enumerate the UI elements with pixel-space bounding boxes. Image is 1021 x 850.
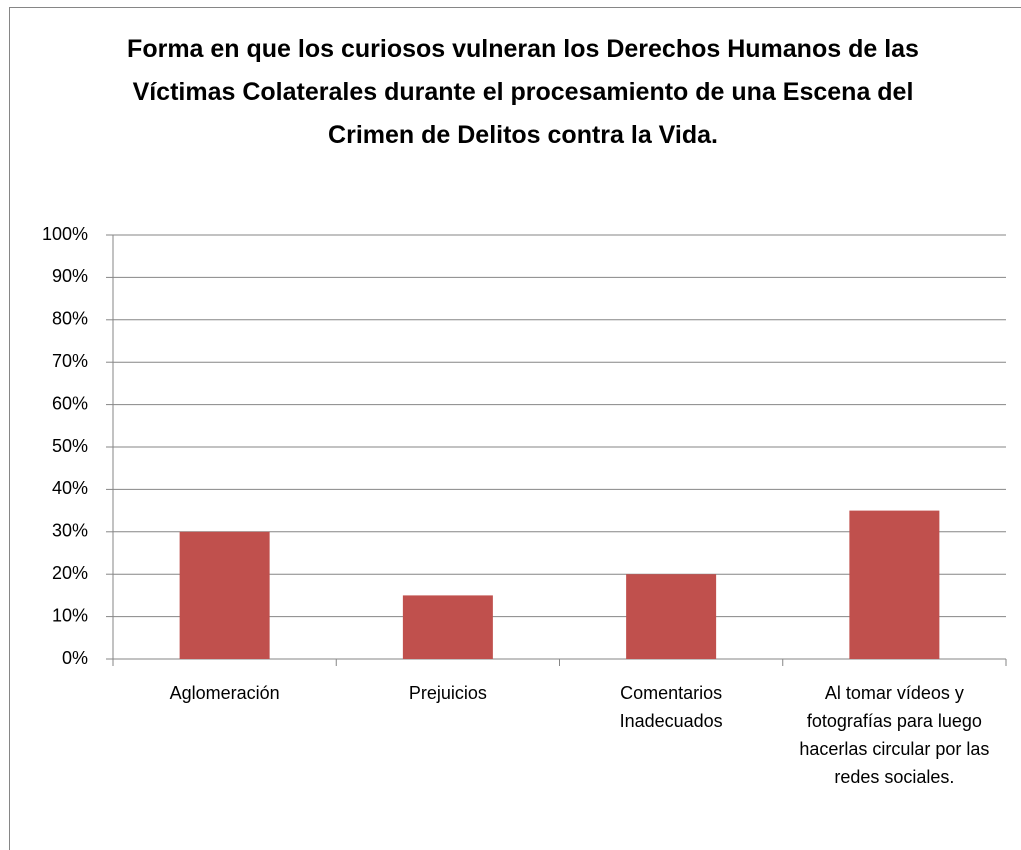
y-tick-label: 10% [52,605,88,625]
x-tick-label: Comentarios Inadecuados [619,683,723,731]
y-tick-label: 90% [52,266,88,286]
bar [849,510,940,659]
bar [179,531,270,659]
y-tick-label: 20% [52,563,88,583]
y-tick-label: 100% [42,224,88,244]
y-tick-label: 70% [52,351,88,371]
x-tick-label: Aglomeración [169,683,280,703]
bar [402,595,493,659]
chart-frame [9,7,1021,850]
y-tick-label: 40% [52,478,88,498]
y-tick-label: 80% [52,309,88,329]
y-tick-label: 60% [52,393,88,413]
y-tick-label: 0% [62,648,88,668]
x-tick-label: Prejuicios [408,683,487,703]
bar [626,574,717,659]
y-tick-label: 30% [52,521,88,541]
x-tick-label: Al tomar vídeos y fotografías para luego… [799,683,990,787]
y-tick-label: 50% [52,436,88,456]
chart-title: Forma en que los curiosos vulneran los D… [127,35,919,149]
